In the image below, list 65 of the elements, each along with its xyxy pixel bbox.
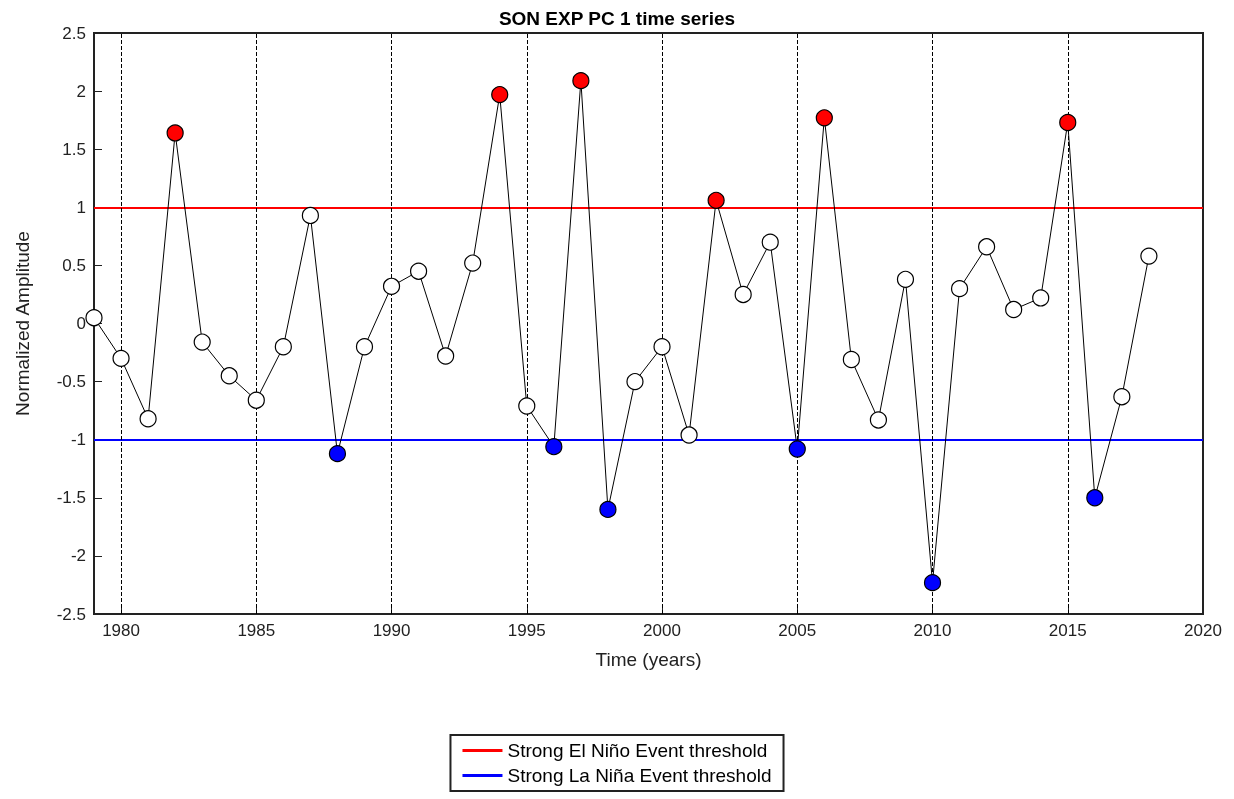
point bbox=[761, 233, 779, 251]
point bbox=[707, 191, 725, 209]
point bbox=[1086, 489, 1104, 507]
x-axis-title: Time (years) bbox=[595, 649, 702, 670]
y-tick-label: 0.5 bbox=[62, 255, 86, 275]
point bbox=[815, 109, 833, 127]
point bbox=[274, 338, 292, 356]
point bbox=[247, 391, 265, 409]
point bbox=[869, 411, 888, 429]
point bbox=[328, 445, 347, 463]
legend-label: Strong La Niña Event threshold bbox=[507, 765, 772, 786]
y-tick-label: 1 bbox=[76, 197, 86, 217]
y-tick-label: 0 bbox=[76, 314, 86, 333]
y-tick-label: -0.5 bbox=[56, 372, 86, 392]
point bbox=[896, 270, 915, 288]
point bbox=[382, 277, 401, 295]
point bbox=[734, 285, 752, 304]
point bbox=[301, 206, 319, 225]
x-tick-label: 1990 bbox=[372, 621, 411, 640]
point bbox=[1005, 300, 1023, 319]
point bbox=[1140, 247, 1158, 265]
point bbox=[978, 238, 996, 256]
point bbox=[1032, 289, 1050, 307]
x-tick-label: 2005 bbox=[778, 621, 817, 640]
point bbox=[410, 262, 428, 280]
point bbox=[572, 72, 590, 90]
x-tick-label: 1980 bbox=[102, 621, 140, 640]
x-tick-label: 2020 bbox=[1184, 621, 1222, 640]
x-tick-label: 1985 bbox=[237, 621, 276, 640]
y-tick-label: -2 bbox=[70, 546, 86, 566]
point bbox=[437, 347, 455, 365]
y-tick-label: 1.5 bbox=[62, 139, 86, 159]
point bbox=[1059, 113, 1077, 132]
point bbox=[139, 410, 157, 428]
y-tick-label: -1 bbox=[70, 430, 86, 450]
point bbox=[680, 426, 698, 444]
point bbox=[788, 440, 806, 458]
x-tick-label: 1995 bbox=[507, 621, 546, 640]
point bbox=[923, 574, 942, 592]
point bbox=[166, 124, 184, 142]
legend-label: Strong El Niño Event threshold bbox=[507, 740, 768, 761]
point bbox=[464, 254, 482, 272]
point bbox=[545, 438, 563, 456]
point bbox=[599, 500, 617, 519]
point bbox=[653, 338, 671, 356]
point bbox=[355, 338, 374, 356]
x-tick-label: 2000 bbox=[643, 621, 681, 640]
y-axis-title: Normalized Amplitude bbox=[12, 231, 33, 416]
y-tick-label: 2.5 bbox=[62, 23, 86, 43]
point bbox=[518, 397, 536, 415]
point bbox=[112, 349, 130, 367]
x-tick-label: 2010 bbox=[913, 621, 952, 640]
point bbox=[193, 333, 211, 351]
point bbox=[950, 280, 969, 298]
y-tick-label: -2.5 bbox=[56, 604, 86, 624]
point bbox=[85, 309, 103, 327]
y-tick-label: 2 bbox=[76, 81, 86, 101]
point bbox=[626, 373, 644, 391]
chart-title: SON EXP PC 1 time series bbox=[498, 8, 736, 29]
point bbox=[220, 367, 238, 385]
point bbox=[1113, 388, 1131, 406]
point bbox=[491, 85, 509, 104]
y-tick-label: -1.5 bbox=[56, 488, 86, 508]
point bbox=[842, 350, 860, 369]
x-tick-label: 2015 bbox=[1048, 621, 1087, 640]
